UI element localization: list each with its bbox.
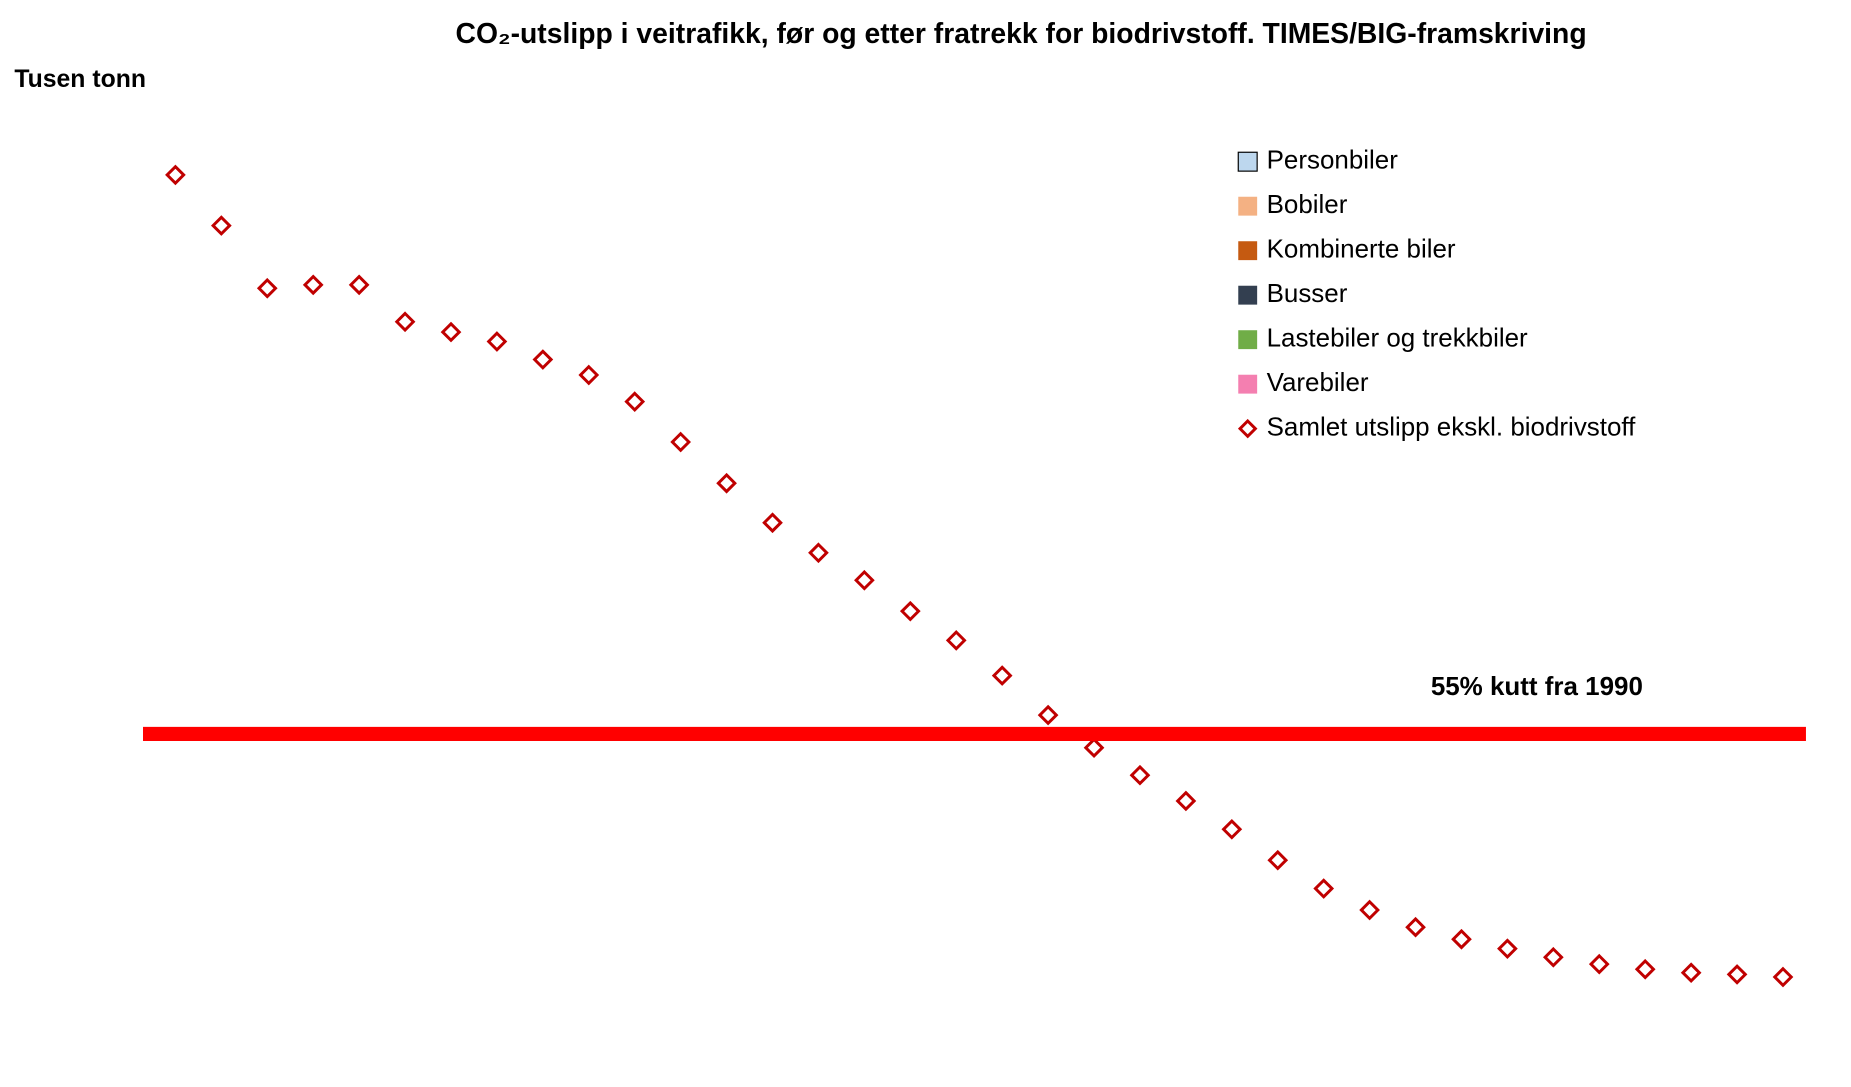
marker xyxy=(440,321,462,343)
marker xyxy=(1542,946,1564,968)
marker xyxy=(1497,938,1518,960)
marker xyxy=(945,630,967,651)
legend-swatch xyxy=(1237,151,1258,172)
legend-label: Varebiler xyxy=(1267,367,1369,397)
legend-label: Kombinerte biler xyxy=(1267,234,1456,264)
marker xyxy=(1037,704,1059,726)
marker xyxy=(256,277,278,299)
marker xyxy=(348,274,370,296)
marker xyxy=(1175,790,1197,812)
marker xyxy=(1359,899,1380,921)
marker xyxy=(1267,849,1289,871)
marker xyxy=(1634,958,1656,980)
marker xyxy=(302,274,324,296)
marker xyxy=(165,164,186,186)
marker xyxy=(1313,878,1335,899)
legend-label: Samlet utslipp ekskl. biodrivstoff xyxy=(1267,412,1637,442)
marker xyxy=(716,472,737,494)
marker xyxy=(899,600,921,622)
legend-label: Lastebiler og trekkbiler xyxy=(1267,323,1528,353)
marker xyxy=(578,364,600,386)
marker xyxy=(1405,916,1426,938)
legend: Personbiler Bobiler Kombinerte biler Busser… xyxy=(1237,145,1637,442)
marker xyxy=(670,431,691,453)
marker xyxy=(1680,962,1702,984)
marker xyxy=(210,215,232,236)
marker xyxy=(1083,737,1105,759)
legend-label: Busser xyxy=(1267,278,1348,308)
legend-swatch xyxy=(1238,196,1258,216)
marker xyxy=(991,665,1013,686)
legend-swatch xyxy=(1238,285,1258,305)
marker xyxy=(1726,964,1748,985)
marker xyxy=(1129,764,1151,786)
marker xyxy=(486,331,508,352)
marker xyxy=(762,512,783,534)
legend-marker xyxy=(1237,418,1258,439)
marker xyxy=(808,542,829,564)
legend-label: Personbiler xyxy=(1267,145,1399,175)
marker xyxy=(1588,953,1610,975)
marker xyxy=(854,569,875,591)
y-axis-label: Tusen tonn xyxy=(14,66,146,93)
legend-swatch xyxy=(1238,241,1258,261)
marker xyxy=(624,391,646,412)
overlay: 55% kutt fra 1990 xyxy=(143,164,1806,988)
marker xyxy=(1221,818,1243,840)
reference-label: 55% kutt fra 1990 xyxy=(1431,671,1643,701)
marker xyxy=(532,349,554,370)
legend-swatch xyxy=(1238,330,1258,350)
marker xyxy=(394,311,416,333)
marker xyxy=(1451,928,1472,950)
marker xyxy=(1772,966,1794,988)
legend-swatch xyxy=(1238,374,1258,394)
chart-title: CO₂-utslipp i veitrafikk, før og etter f… xyxy=(456,18,1587,50)
legend-label: Bobiler xyxy=(1267,189,1348,219)
